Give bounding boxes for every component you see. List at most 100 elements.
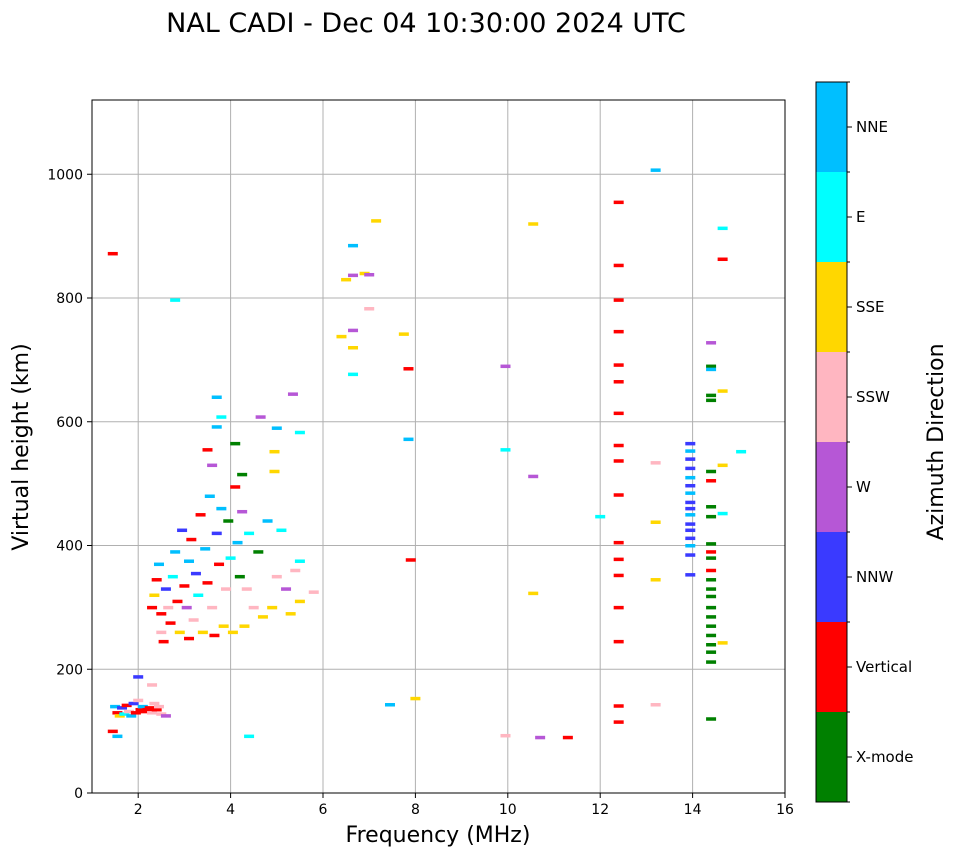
echo-point bbox=[294, 430, 305, 435]
echo-point bbox=[170, 298, 181, 302]
echo-point bbox=[613, 363, 624, 367]
echo-point bbox=[613, 329, 624, 334]
echo-point bbox=[650, 578, 661, 582]
echo-point bbox=[500, 364, 511, 369]
echo-point bbox=[613, 704, 624, 708]
echo-point bbox=[285, 612, 296, 616]
y-tick-label: 200 bbox=[56, 662, 83, 678]
echo-point bbox=[613, 200, 624, 205]
echo-point bbox=[717, 389, 728, 393]
echo-point bbox=[117, 706, 128, 710]
echo-point bbox=[186, 537, 197, 542]
colorbar-segment bbox=[816, 532, 847, 622]
echo-point bbox=[140, 709, 151, 714]
echo-point bbox=[613, 639, 624, 644]
colorbar-label: Azimuth Direction bbox=[924, 343, 949, 540]
echo-point bbox=[613, 540, 624, 545]
echo-point bbox=[149, 593, 160, 597]
echo-point bbox=[706, 615, 717, 619]
colorbar-tick-label: SSW bbox=[856, 388, 890, 406]
echo-point bbox=[613, 443, 624, 448]
colorbar-segment bbox=[816, 622, 847, 712]
echo-point bbox=[142, 707, 153, 712]
echo-point bbox=[133, 698, 144, 703]
echo-point bbox=[276, 528, 287, 533]
y-axis-ticks: 0 200 400 600 800 1000 bbox=[47, 167, 92, 802]
echo-point bbox=[706, 594, 717, 599]
echo-point bbox=[308, 590, 319, 594]
echo-point bbox=[112, 711, 123, 715]
echo-point bbox=[241, 587, 252, 591]
echo-point bbox=[613, 493, 624, 497]
echo-point bbox=[163, 605, 174, 610]
echo-point bbox=[193, 593, 204, 597]
echo-point bbox=[253, 550, 264, 554]
y-tick-label: 400 bbox=[56, 539, 83, 555]
echo-point bbox=[184, 636, 195, 641]
echo-point bbox=[403, 367, 414, 371]
echo-point bbox=[706, 643, 717, 647]
echo-point bbox=[248, 605, 259, 610]
echo-point bbox=[685, 573, 696, 577]
echo-point bbox=[706, 568, 717, 573]
y-tick-label: 800 bbox=[56, 291, 83, 307]
echo-point bbox=[216, 415, 227, 419]
echo-point bbox=[528, 591, 539, 596]
echo-point bbox=[685, 536, 696, 541]
colorbar-tick-label: X-mode bbox=[856, 748, 913, 766]
echo-point bbox=[384, 703, 395, 707]
echo-point bbox=[128, 701, 139, 706]
colorbar-frame bbox=[815, 81, 848, 803]
echo-point bbox=[535, 735, 546, 740]
echo-point bbox=[149, 701, 160, 706]
echo-point bbox=[706, 341, 717, 345]
colorbar-tick-label: NNE bbox=[856, 118, 888, 136]
echo-point bbox=[613, 605, 624, 610]
echo-point bbox=[165, 621, 176, 625]
echo-point bbox=[613, 459, 624, 463]
echo-point bbox=[613, 557, 624, 562]
echo-point bbox=[685, 553, 696, 557]
echo-point bbox=[269, 449, 280, 454]
echo-point bbox=[706, 398, 717, 403]
echo-point bbox=[528, 474, 539, 479]
echo-point bbox=[244, 531, 255, 536]
echo-point bbox=[706, 479, 717, 483]
echo-point bbox=[685, 544, 696, 548]
echo-point bbox=[151, 578, 162, 582]
echo-point bbox=[123, 709, 134, 714]
echo-point bbox=[204, 494, 215, 498]
echo-point bbox=[650, 461, 661, 465]
echo-point bbox=[218, 624, 229, 628]
echo-point bbox=[717, 226, 728, 231]
echo-point bbox=[107, 729, 118, 734]
echo-point bbox=[500, 733, 511, 738]
echo-point bbox=[685, 475, 696, 480]
x-tick-label: 14 bbox=[684, 802, 702, 818]
echo-point bbox=[267, 605, 278, 610]
echo-point bbox=[348, 328, 359, 333]
echo-point bbox=[257, 615, 268, 619]
echo-point bbox=[294, 599, 305, 604]
echo-point bbox=[147, 711, 158, 715]
echo-point bbox=[613, 411, 624, 416]
y-tick-label: 0 bbox=[74, 786, 83, 802]
echo-point bbox=[613, 263, 624, 268]
echo-point bbox=[706, 393, 717, 398]
colorbar-tick-label: SSE bbox=[856, 298, 885, 316]
echo-point bbox=[562, 735, 573, 740]
echo-point bbox=[405, 558, 416, 562]
echo-point bbox=[195, 513, 206, 517]
echo-point bbox=[398, 332, 409, 336]
x-tick-label: 4 bbox=[226, 802, 235, 818]
echo-point bbox=[717, 641, 728, 645]
echo-point bbox=[255, 415, 266, 419]
echo-point bbox=[144, 706, 155, 710]
data-points bbox=[107, 168, 747, 740]
echo-point bbox=[685, 491, 696, 495]
colorbar-segment bbox=[816, 262, 847, 352]
echo-point bbox=[112, 734, 123, 739]
echo-point bbox=[287, 392, 298, 396]
echo-point bbox=[202, 448, 213, 452]
colorbar-segment bbox=[816, 82, 847, 172]
